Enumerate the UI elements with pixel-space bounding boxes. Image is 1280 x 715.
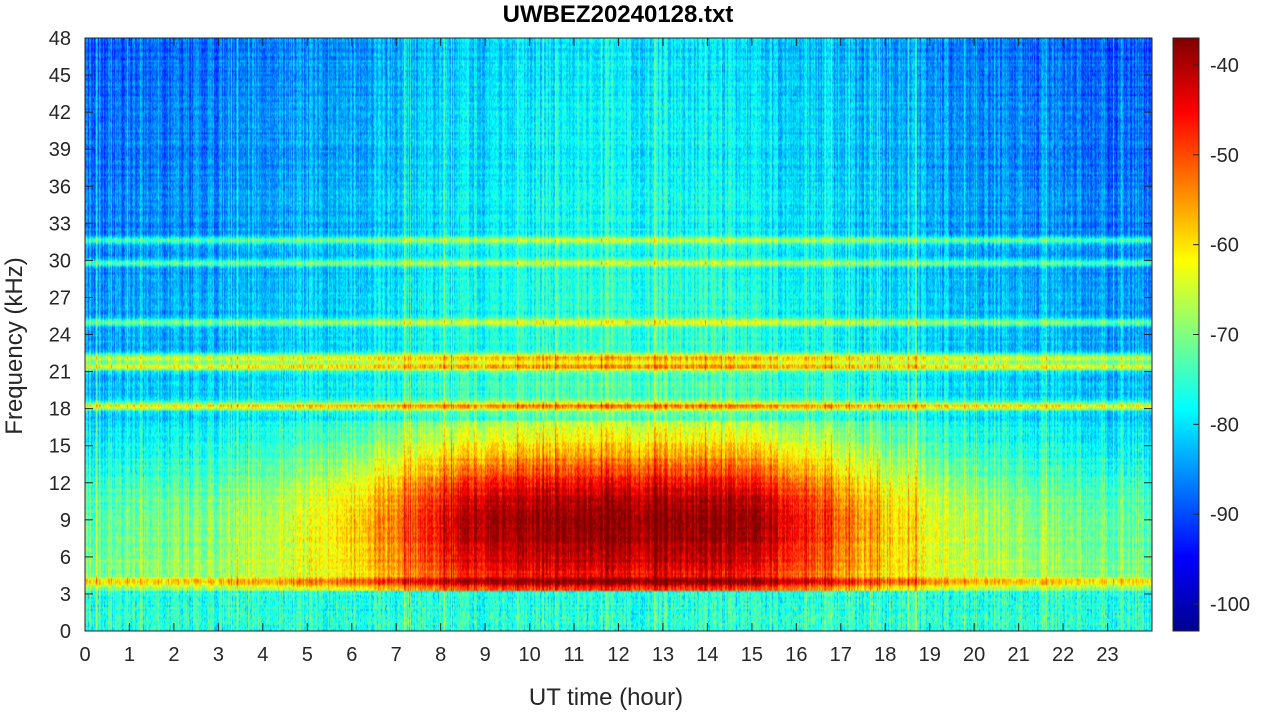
- x-tick-label: 19: [919, 644, 941, 666]
- x-tick-label: 18: [874, 644, 896, 666]
- y-tick-label: 18: [49, 399, 71, 421]
- x-tick-label: 6: [346, 644, 357, 666]
- y-tick-label: 33: [49, 213, 71, 235]
- y-tick-label: 9: [60, 510, 71, 532]
- colorbar-tick-label: -100: [1210, 594, 1250, 616]
- y-tick-label: 6: [60, 547, 71, 569]
- colorbar-tick-label: -90: [1210, 504, 1239, 526]
- y-tick-label: 15: [49, 436, 71, 458]
- spectrogram-plot: 0 1 2 3 4 5 6 7 8 9 10 11 12 13 14 15 16 17 18 19 20 21 22 23 0…: [49, 28, 1153, 666]
- x-tick-label: 13: [652, 644, 674, 666]
- x-tick-label: 1: [124, 644, 135, 666]
- x-tick-label: 21: [1008, 644, 1030, 666]
- y-tick-label: 27: [49, 287, 71, 309]
- colorbar-tick-label: -70: [1210, 325, 1239, 347]
- x-tick-label: 10: [518, 644, 540, 666]
- y-axis-label: Frequency (kHz): [1, 257, 28, 434]
- y-tick-label: 42: [49, 102, 71, 124]
- x-tick-label: 4: [257, 644, 268, 666]
- y-tick-label: 12: [49, 473, 71, 495]
- colorbar: -40 -50 -60 -70 -80 -90 -100: [1172, 37, 1250, 632]
- x-tick-label: 8: [435, 644, 446, 666]
- x-tick-label: 15: [741, 644, 763, 666]
- y-tick-label: 0: [60, 621, 71, 643]
- x-tick-label: 9: [480, 644, 491, 666]
- x-tick-label: 11: [564, 644, 585, 666]
- x-tick-label: 5: [302, 644, 313, 666]
- x-tick-label: 17: [830, 644, 852, 666]
- x-tick-label: 7: [391, 644, 402, 666]
- x-tick-label: 14: [696, 644, 718, 666]
- x-axis-label: UT time (hour): [529, 684, 683, 711]
- y-tick-label: 45: [49, 65, 71, 87]
- colorbar-tick-label: -80: [1210, 414, 1239, 436]
- spectrogram-heatmap: [85, 38, 1152, 631]
- y-tick-label: 24: [49, 325, 71, 347]
- x-tick-label: 0: [79, 644, 90, 666]
- colorbar-tick-label: -50: [1210, 145, 1239, 167]
- colorbar-tick-label: -60: [1210, 235, 1239, 257]
- x-tick-label: 3: [213, 644, 224, 666]
- x-tick-label: 12: [607, 644, 629, 666]
- y-tick-label: 39: [49, 139, 71, 161]
- colorbar-ticks: -40 -50 -60 -70 -80 -90 -100: [1193, 55, 1250, 616]
- x-tick-label: 20: [963, 644, 985, 666]
- y-tick-label: 3: [60, 584, 71, 606]
- y-tick-label: 21: [49, 362, 71, 384]
- x-tick-label: 23: [1096, 644, 1118, 666]
- colorbar-tick-label: -40: [1210, 55, 1239, 77]
- y-tick-label: 30: [49, 250, 71, 272]
- y-tick-label: 48: [49, 28, 71, 50]
- x-tick-label: 22: [1052, 644, 1074, 666]
- chart-title: UWBEZ20240128.txt: [503, 1, 734, 28]
- x-tick-label: 2: [168, 644, 179, 666]
- y-tick-label: 36: [49, 176, 71, 198]
- x-axis-ticks: 0 1 2 3 4 5 6 7 8 9 10 11 12 13 14 15 16 17 18 19 20 21 22 23: [79, 38, 1119, 666]
- x-tick-label: 16: [785, 644, 807, 666]
